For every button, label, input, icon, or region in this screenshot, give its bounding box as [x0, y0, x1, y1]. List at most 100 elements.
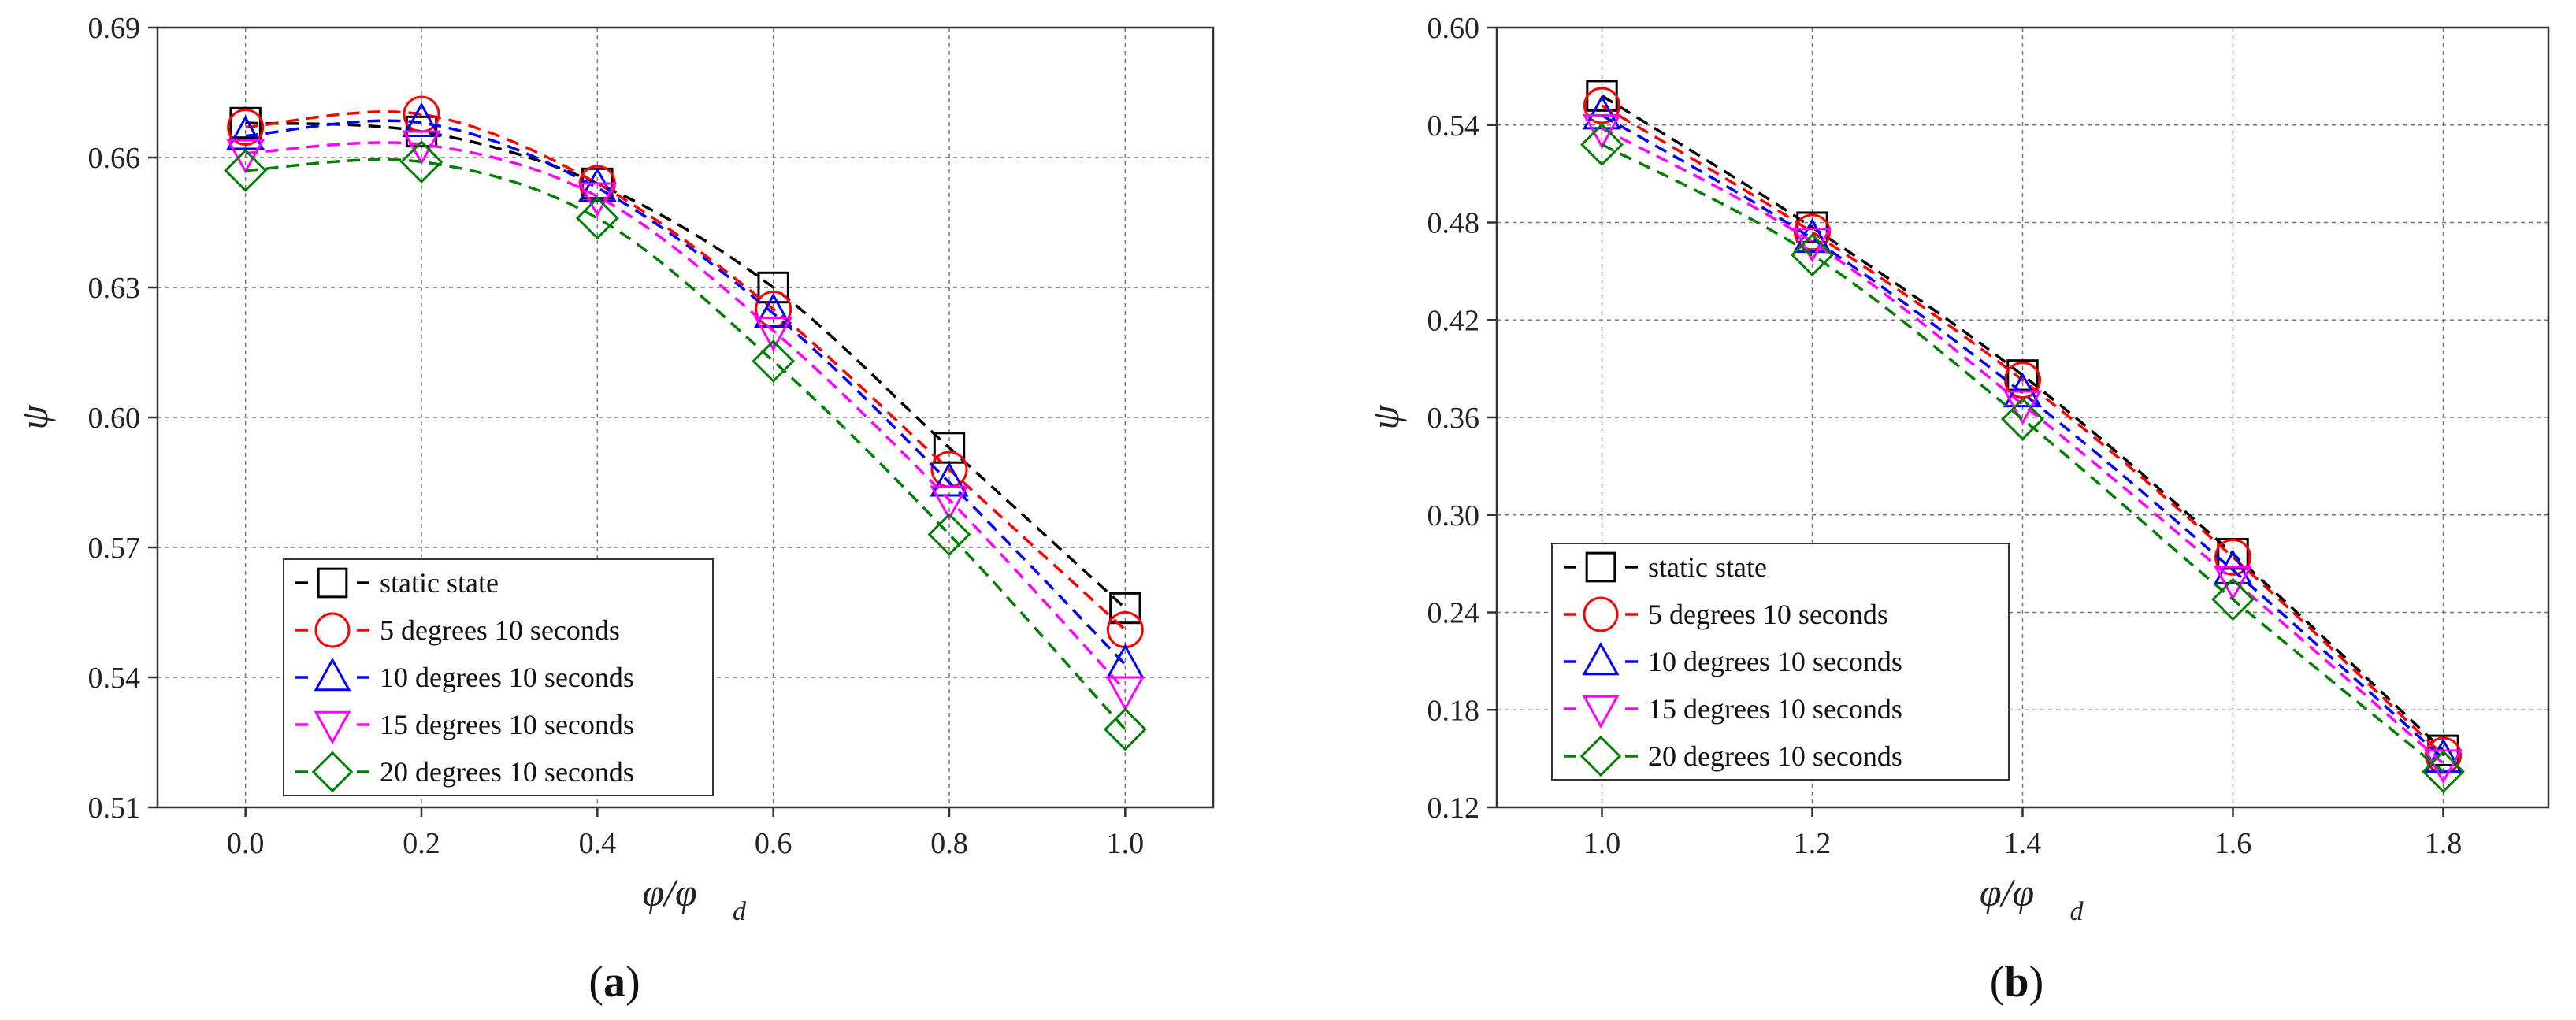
data-point: [927, 513, 971, 556]
y-axis-title: ψ: [12, 405, 56, 430]
x-tick-label: 1.0: [1107, 827, 1145, 860]
data-point: [752, 339, 796, 383]
legend-marker: [1579, 735, 1622, 777]
x-tick-label: 1.8: [2425, 827, 2463, 860]
legend-entry: 5 degrees 10 seconds: [1648, 599, 1888, 630]
data-point: [577, 182, 617, 217]
data-point: [1583, 87, 1620, 124]
panel-label: (b): [1990, 958, 2043, 1007]
legend-marker-bg: [314, 611, 351, 649]
x-tick-label: 0.8: [930, 827, 968, 860]
x-tick-label: 0.0: [227, 827, 265, 860]
legend-marker-bg: [314, 564, 351, 602]
y-tick-label: 0.63: [88, 272, 141, 305]
series-line: [1601, 113, 2444, 760]
data-point: [402, 102, 441, 137]
legend-entry: 20 degrees 10 seconds: [1648, 740, 1902, 772]
data-point: [1791, 233, 1834, 277]
y-tick-label: 0.42: [1427, 304, 1480, 337]
data-point: [930, 485, 969, 521]
x-axis-title-subscript: d: [2070, 897, 2084, 926]
series-line: [245, 121, 1127, 610]
legend-marker: [314, 657, 351, 692]
legend-entry: 15 degrees 10 seconds: [1648, 693, 1902, 725]
legend: static state 5 degrees 10 seconds 10 degre…: [283, 558, 714, 796]
series-5: [224, 140, 1147, 751]
y-tick-label: 0.51: [88, 792, 141, 825]
x-tick-label: 1.0: [1583, 827, 1621, 860]
data-point: [754, 292, 793, 328]
data-point: [2001, 397, 2044, 441]
legend-entry: static state: [380, 567, 499, 599]
series-4: [226, 130, 1145, 711]
y-tick-label: 0.66: [88, 142, 141, 175]
series-line: [245, 158, 1127, 731]
data-point: [757, 271, 789, 304]
series-3: [226, 102, 1145, 679]
data-point: [1105, 676, 1145, 711]
y-tick-label: 0.60: [1427, 12, 1480, 45]
panel-label: (a): [588, 958, 640, 1007]
data-point: [754, 317, 793, 352]
legend-entry: 5 degrees 10 seconds: [380, 614, 620, 646]
x-tick-label: 1.2: [1794, 827, 1832, 860]
data-point: [1794, 213, 1831, 251]
data-point: [2213, 566, 2253, 601]
data-point: [227, 109, 265, 146]
x-tick-label: 0.4: [579, 827, 617, 860]
data-point: [226, 115, 265, 150]
panel-a: 0.51 0.54 0.57 0.60 0.63 0.66 0.69 0.0 0.2 0.4 0.6…: [12, 12, 1215, 1007]
x-tick-label: 1.4: [2004, 827, 2042, 860]
legend-entry: 20 degrees 10 seconds: [380, 756, 634, 788]
legend-marker: [1582, 695, 1620, 729]
data-point: [1103, 707, 1147, 751]
y-tick-label: 0.57: [88, 532, 141, 565]
y-tick-label: 0.36: [1427, 402, 1480, 435]
legend-marker-bg: [1582, 595, 1620, 633]
x-tick-label: 0.6: [755, 827, 792, 860]
data-point: [2211, 577, 2255, 621]
data-point: [1796, 211, 1828, 243]
legend-marker: [1585, 551, 1616, 583]
x-axis-title: φ/φ: [642, 870, 696, 914]
series-line: [245, 119, 1127, 666]
series-line: [1601, 104, 2444, 757]
legend-box: [283, 558, 714, 796]
data-point: [399, 140, 444, 184]
panel-b: 0.12 0.18 0.24 0.30 0.36 0.42 0.48 0.54 0.60 1.0 1…: [1363, 12, 2550, 1007]
legend-marker: [314, 612, 351, 648]
data-point: [229, 106, 262, 139]
legend: static state 5 degrees 10 seconds 10 degre…: [1551, 543, 2010, 781]
legend-entry: static state: [1648, 551, 1767, 583]
data-point: [1109, 592, 1141, 625]
data-point: [226, 139, 265, 174]
y-tick-label: 0.60: [88, 402, 141, 435]
data-point: [577, 167, 617, 202]
y-tick-label: 0.54: [88, 662, 141, 695]
x-tick-label: 0.2: [403, 827, 440, 860]
data-point: [575, 196, 619, 240]
series-1: [229, 106, 1141, 625]
series-line: [245, 110, 1127, 631]
legend-marker: [317, 567, 348, 599]
y-tick-label: 0.69: [88, 12, 141, 45]
y-tick-label: 0.30: [1427, 499, 1480, 532]
y-tick-label: 0.12: [1427, 792, 1480, 825]
data-point: [1580, 123, 1624, 166]
series-line: [1601, 95, 2444, 752]
x-axis-title: φ/φ: [1980, 870, 2034, 914]
legend-marker-bg: [1582, 548, 1620, 586]
legend-entry: 10 degrees 10 seconds: [380, 662, 634, 693]
legend-marker-bg: [1582, 737, 1620, 775]
data-point: [2006, 359, 2039, 391]
data-point: [2214, 538, 2251, 576]
data-point: [402, 130, 441, 165]
legend-entry: 10 degrees 10 seconds: [1648, 646, 1902, 677]
data-point: [224, 149, 268, 192]
legend-marker: [311, 751, 354, 793]
y-tick-label: 0.54: [1427, 109, 1480, 143]
x-axis-title-subscript: d: [733, 897, 747, 926]
y-tick-label: 0.48: [1427, 207, 1480, 240]
legend-entry: 15 degrees 10 seconds: [380, 709, 634, 740]
